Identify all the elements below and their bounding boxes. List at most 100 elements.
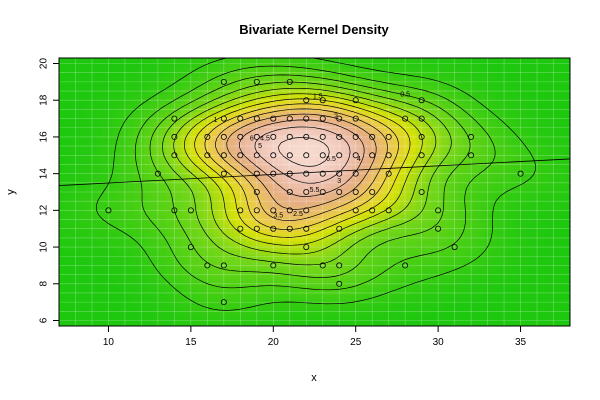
density-cell [527,227,534,233]
density-cell [186,192,193,198]
density-cell [69,174,76,180]
density-cell [144,84,151,90]
density-cell [154,93,161,99]
density-cell [117,165,124,171]
density-cell [69,183,76,189]
density-cell [287,232,294,238]
density-cell [287,236,294,242]
density-cell [394,84,401,90]
density-cell [192,290,198,296]
density-cell [319,241,326,247]
density-cell [128,281,135,287]
density-cell [181,147,188,153]
density-cell [431,160,438,166]
density-cell [90,236,97,242]
density-cell [442,209,449,215]
density-cell [399,205,406,211]
density-cell [373,232,379,238]
density-cell [373,75,379,81]
density-cell [516,156,523,162]
density-cell [410,200,417,206]
density-cell [500,160,507,166]
density-cell [325,303,332,309]
density-cell [516,250,523,256]
density-cell [197,89,204,95]
density-cell [85,183,92,189]
density-cell [389,218,395,224]
density-cell [522,125,529,131]
density-cell [319,84,326,90]
density-cell [90,214,97,220]
density-cell [335,254,342,260]
density-cell [330,62,337,68]
density-cell [192,196,198,202]
density-cell [410,308,417,314]
density-cell [271,303,278,309]
density-cell [431,116,438,122]
density-cell [474,71,481,77]
density-cell [442,160,449,166]
density-cell [298,62,305,68]
density-cell [362,151,369,157]
density-cell [426,107,433,113]
density-cell [389,254,395,260]
density-cell [186,142,193,148]
density-cell [69,236,76,242]
density-cell [255,138,262,144]
density-cell [559,192,566,198]
density-cell [106,174,113,180]
density-cell [516,174,523,180]
density-cell [165,58,172,64]
density-cell [202,151,209,157]
density-cell [335,183,342,189]
density-cell [165,209,172,215]
density-cell [330,160,337,166]
density-cell [245,183,252,189]
density-cell [160,214,167,220]
density-cell [85,209,92,215]
density-cell [436,133,443,139]
density-cell [479,241,486,247]
density-cell [277,276,284,282]
density-cell [181,107,188,113]
density-cell [346,93,353,99]
density-cell [128,151,135,157]
density-cell [346,178,353,184]
density-cell [442,236,449,242]
density-cell [117,75,124,81]
density-cell [170,312,177,318]
density-cell [165,254,172,260]
density-cell [351,89,358,95]
density-cell [309,245,316,251]
density-cell [516,192,523,198]
density-cell [239,89,246,95]
density-cell [357,80,363,86]
density-cell [490,196,497,202]
density-cell [522,209,529,215]
density-cell [186,200,193,206]
density-cell [261,299,268,305]
density-cell [484,285,491,291]
density-cell [224,241,230,247]
density-cell [527,165,534,171]
density-cell [122,192,129,198]
density-cell [154,165,161,171]
density-cell [314,317,321,323]
density-cell [128,263,135,269]
density-cell [154,236,161,242]
density-cell [181,165,188,171]
density-cell [138,71,145,77]
density-cell [271,312,278,318]
density-cell [96,120,103,126]
density-cell [128,254,135,260]
density-cell [287,156,294,162]
density-cell [367,129,374,135]
density-cell [229,75,236,81]
density-cell [378,200,385,206]
density-cell [543,120,550,126]
density-cell [218,192,225,198]
density-cell [218,178,225,184]
density-cell [80,209,87,215]
density-cell [149,178,156,184]
density-cell [325,290,332,296]
